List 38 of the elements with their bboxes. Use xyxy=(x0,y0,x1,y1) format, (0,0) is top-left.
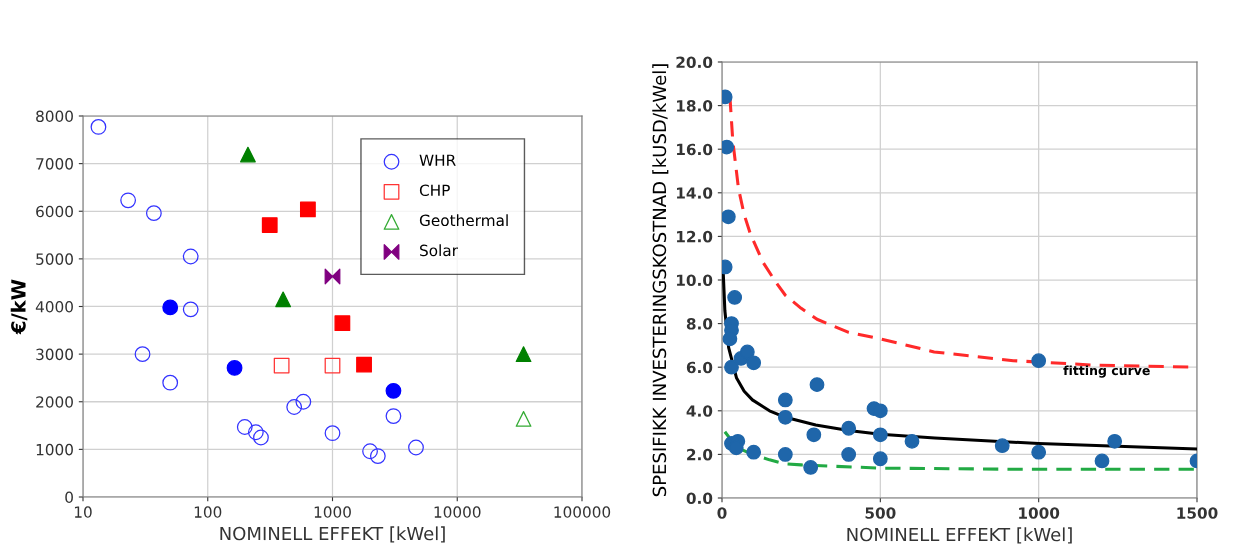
y-tick-label: 0 xyxy=(65,491,73,504)
y-tick-label: 7000 xyxy=(36,158,73,170)
annotation: fitting curve xyxy=(1063,365,1150,378)
y-tick-label: 10.0 xyxy=(677,274,713,287)
y-axis-title: SPESIFIKK INVESTERINGSKOSTNAD [kUSD/kWel] xyxy=(652,64,669,497)
x-tick-label: 100000 xyxy=(554,506,611,518)
y-tick-label: 1000 xyxy=(36,443,73,456)
y-tick-label: 18.0 xyxy=(677,100,713,112)
y-tick-label: 12.0 xyxy=(677,230,713,243)
x-axis-title: NOMINELL EFFEKT [kWel] xyxy=(220,526,445,543)
y-tick-label: 5000 xyxy=(36,253,73,265)
y-axis-title: €/kW xyxy=(10,279,28,335)
x-tick-label: 1500 xyxy=(1177,507,1218,519)
y-tick-label: 2000 xyxy=(36,396,73,408)
y-tick-label: 0.0 xyxy=(686,492,713,505)
x-axis-title: NOMINELL EFFEKT [kWel] xyxy=(847,527,1072,544)
y-tick-label: 2.0 xyxy=(687,448,713,461)
x-tick-label: 100 xyxy=(194,506,222,518)
legend-label: Geothermal xyxy=(419,214,508,227)
y-tick-label: 4000 xyxy=(35,300,73,313)
x-tick-label: 10000 xyxy=(434,506,481,518)
y-tick-label: 6.0 xyxy=(686,361,713,374)
y-tick-label: 16.0 xyxy=(677,143,713,156)
y-tick-label: 20.0 xyxy=(676,56,713,69)
x-tick-label: 1000 xyxy=(314,506,351,518)
x-tick-label: 1000 xyxy=(1019,507,1060,519)
legend-label: CHP xyxy=(419,184,450,197)
x-tick-label: 500 xyxy=(865,507,896,519)
y-tick-label: 6000 xyxy=(36,205,73,218)
x-tick-label: 10 xyxy=(74,506,92,518)
x-tick-label: 0 xyxy=(717,507,727,519)
y-tick-label: 14.0 xyxy=(677,187,713,199)
y-tick-label: 8000 xyxy=(36,110,73,123)
y-tick-label: 8.0 xyxy=(686,318,713,330)
y-tick-label: 3000 xyxy=(36,348,73,361)
y-tick-label: 4.0 xyxy=(686,405,713,417)
legend-label: WHR xyxy=(419,154,456,166)
legend-label: Solar xyxy=(420,244,458,257)
